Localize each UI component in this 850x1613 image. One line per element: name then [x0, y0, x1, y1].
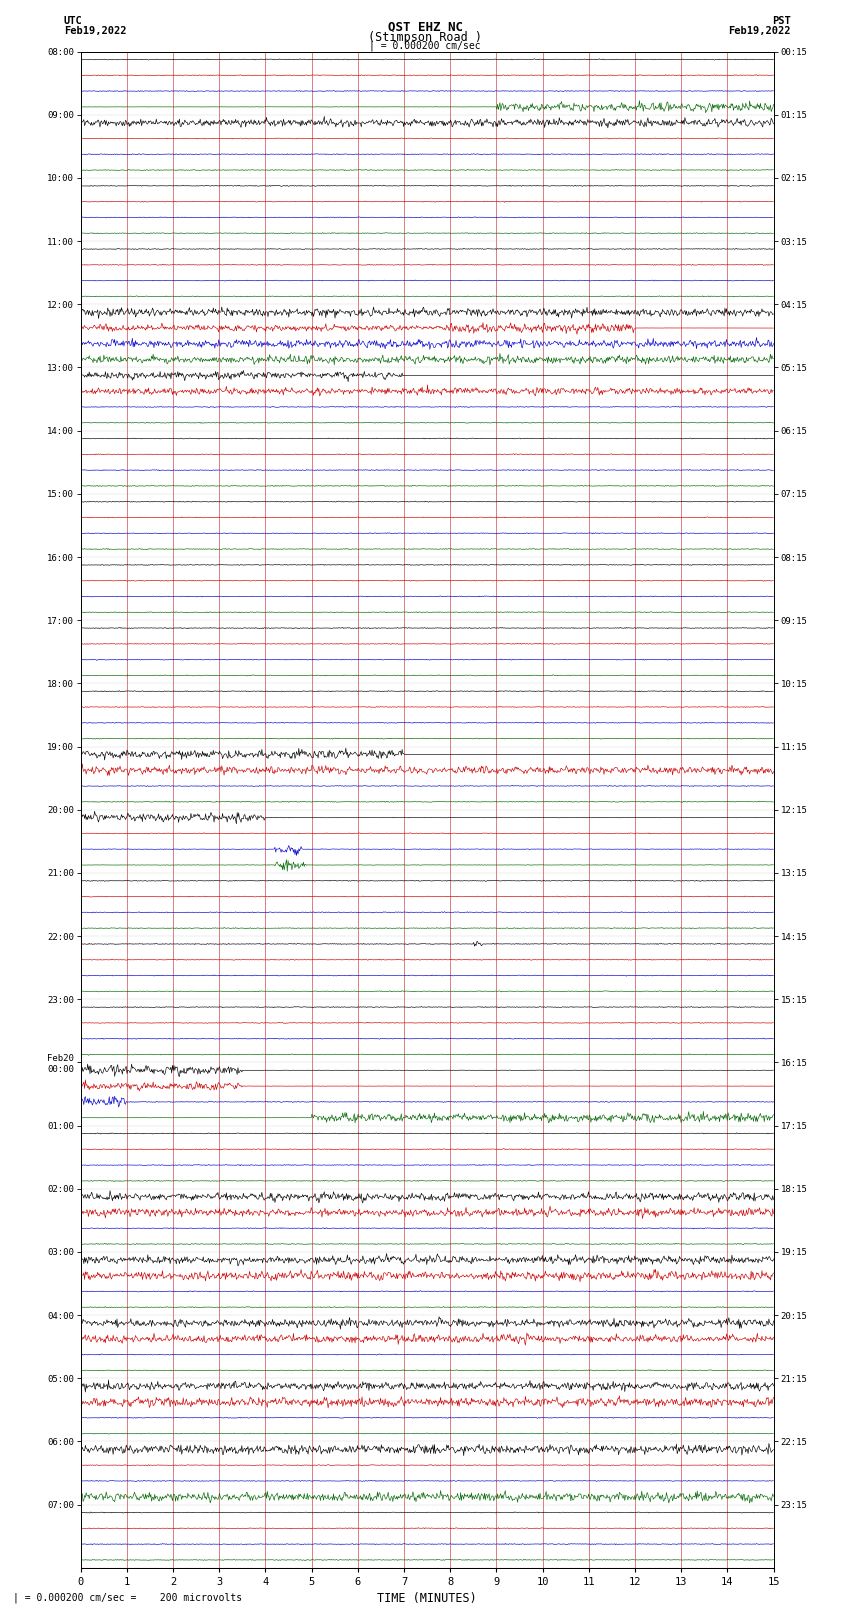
- Text: Feb19,2022: Feb19,2022: [64, 26, 127, 35]
- Text: Feb19,2022: Feb19,2022: [728, 26, 791, 35]
- Text: OST EHZ NC: OST EHZ NC: [388, 21, 462, 34]
- Text: | = 0.000200 cm/sec =    200 microvolts: | = 0.000200 cm/sec = 200 microvolts: [13, 1592, 242, 1603]
- Text: (Stimpson Road ): (Stimpson Road ): [368, 31, 482, 44]
- Text: UTC: UTC: [64, 16, 82, 26]
- Text: PST: PST: [772, 16, 791, 26]
- Text: | = 0.000200 cm/sec: | = 0.000200 cm/sec: [369, 40, 481, 52]
- X-axis label: TIME (MINUTES): TIME (MINUTES): [377, 1592, 477, 1605]
